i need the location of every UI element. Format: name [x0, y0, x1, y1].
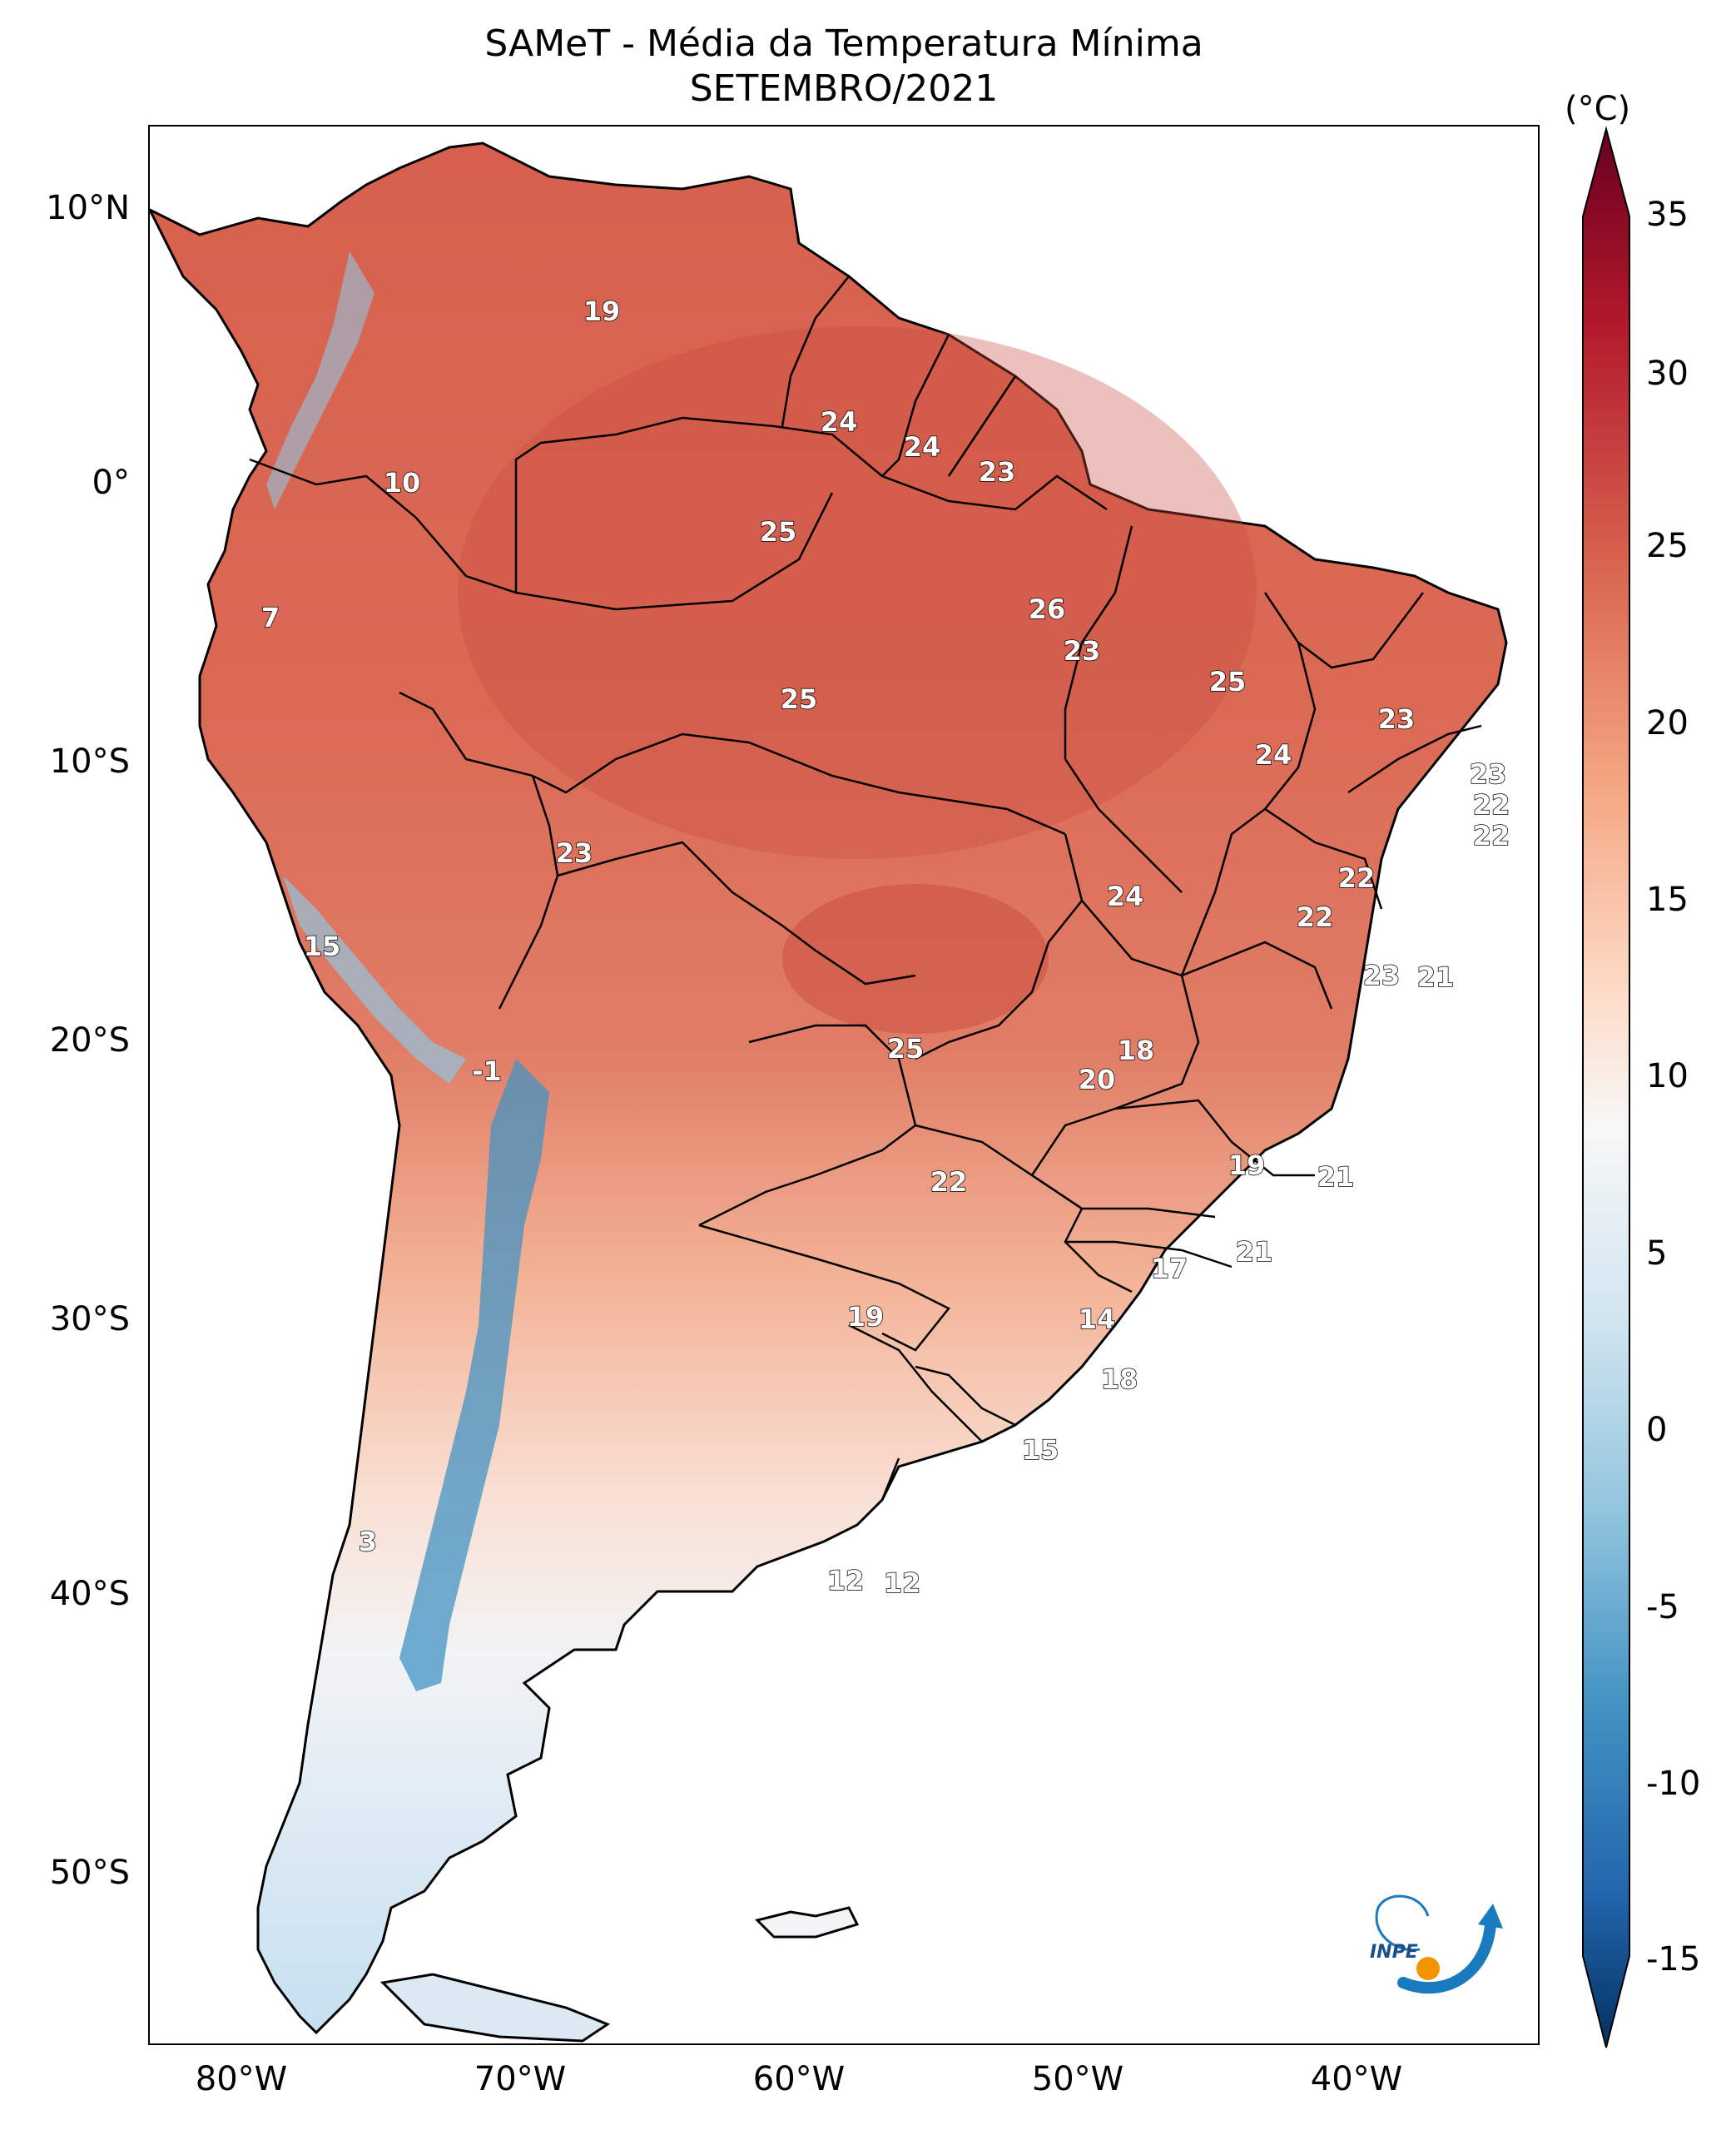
map-value-label: 23 [555, 837, 593, 870]
map-value-label: 17 [1150, 1252, 1188, 1285]
map-value-label: 18 [1117, 1034, 1155, 1067]
colorbar [1582, 126, 1630, 2048]
map-value-label: 24 [1106, 880, 1144, 913]
map-value-label: -1 [471, 1055, 502, 1088]
lon-label-40w: 40°W [1310, 2060, 1403, 2098]
colorbar-tick: 10 [1646, 1057, 1689, 1095]
lon-label-60w: 60°W [752, 2060, 846, 2098]
map-value-label: 18 [1100, 1363, 1138, 1396]
map-value-label: 25 [759, 515, 797, 549]
map-subtitle: SETEMBRO/2021 [689, 67, 999, 110]
map-value-label: 10 [383, 466, 421, 499]
map-value-label: 22 [1472, 819, 1510, 852]
lat-label-10s: 10°S [49, 742, 130, 781]
map-value-label: 14 [1078, 1303, 1116, 1336]
map-value-label: 25 [886, 1032, 925, 1065]
lon-label-80w: 80°W [195, 2060, 288, 2098]
lat-label-40s: 40°S [49, 1575, 130, 1613]
lat-label-50s: 50°S [49, 1854, 130, 1892]
colorbar-tick: 15 [1646, 881, 1689, 919]
colorbar-tick: -5 [1646, 1588, 1679, 1626]
map-value-label: 22 [1296, 901, 1334, 934]
lat-label-20s: 20°S [49, 1021, 130, 1060]
lon-label-70w: 70°W [474, 2060, 567, 2098]
map-value-label: 15 [303, 930, 341, 963]
map-value-label: 23 [978, 455, 1016, 489]
lat-label-0: 0° [92, 464, 130, 502]
colorbar-tick: 20 [1646, 704, 1689, 742]
map-title: SAMeT - Média da Temperatura Mínima [484, 22, 1203, 65]
map-value-label: 19 [846, 1300, 885, 1333]
map-value-label: 25 [780, 683, 818, 716]
temperature-map [150, 142, 1508, 2043]
colorbar-tick: 35 [1646, 196, 1689, 234]
tierra-del-fuego [379, 1973, 611, 2043]
colorbar-tick: -10 [1646, 1765, 1701, 1803]
map-value-label: 12 [883, 1566, 921, 1600]
warm-core [458, 326, 1257, 859]
map-value-label: 15 [1021, 1433, 1059, 1467]
map-value-label: 19 [583, 295, 621, 328]
colorbar-tick: 0 [1646, 1411, 1668, 1449]
map-value-label: 19 [1228, 1149, 1266, 1182]
andes-north-cold [283, 876, 466, 1084]
map-value-label: 23 [1063, 634, 1101, 668]
map-value-label: 23 [1469, 757, 1507, 791]
colombia-andes-cold [266, 251, 374, 509]
map-value-label: 3 [358, 1525, 378, 1558]
map-value-label: 24 [1254, 738, 1292, 772]
colorbar-unit: (°C) [1565, 90, 1631, 128]
map-value-label: 22 [1472, 788, 1510, 822]
lat-label-10n: 10°N [46, 189, 130, 227]
inpe-logo: INPE [1370, 1894, 1503, 1994]
country-borders [249, 276, 1482, 1501]
falkland-islands [755, 1906, 860, 1939]
map-panel: 19 24 24 23 10 25 26 7 23 25 25 23 24 23 22 22 23 22 22 24 2… [148, 125, 1540, 2045]
map-value-label: 24 [903, 430, 941, 464]
lat-label-30s: 30°S [49, 1300, 130, 1338]
map-value-label: 21 [1235, 1235, 1273, 1269]
colorbar-tick: -15 [1646, 1940, 1701, 1979]
colorbar-tick: 25 [1646, 527, 1689, 565]
map-value-label: 25 [1208, 665, 1247, 698]
colorbar-tick: 30 [1646, 355, 1689, 393]
map-value-label: 21 [1416, 961, 1455, 994]
south-america-land [150, 142, 1508, 2035]
map-value-label: 23 [1362, 959, 1401, 992]
map-value-label: 12 [826, 1564, 865, 1597]
map-value-label: 21 [1317, 1160, 1355, 1194]
map-value-label: 22 [930, 1165, 968, 1199]
lon-label-50w: 50°W [1031, 2060, 1124, 2098]
map-value-label: 23 [1377, 703, 1416, 736]
map-value-label: 7 [260, 601, 280, 634]
andes-cold-band [399, 1059, 549, 1691]
warm-core-center [782, 884, 1049, 1034]
map-value-label: 20 [1078, 1063, 1116, 1096]
map-value-label: 24 [820, 405, 858, 439]
colorbar-tick: 5 [1646, 1234, 1668, 1273]
logo-text: INPE [1370, 1942, 1418, 1963]
map-value-label: 22 [1337, 861, 1376, 895]
map-value-label: 26 [1028, 593, 1066, 626]
